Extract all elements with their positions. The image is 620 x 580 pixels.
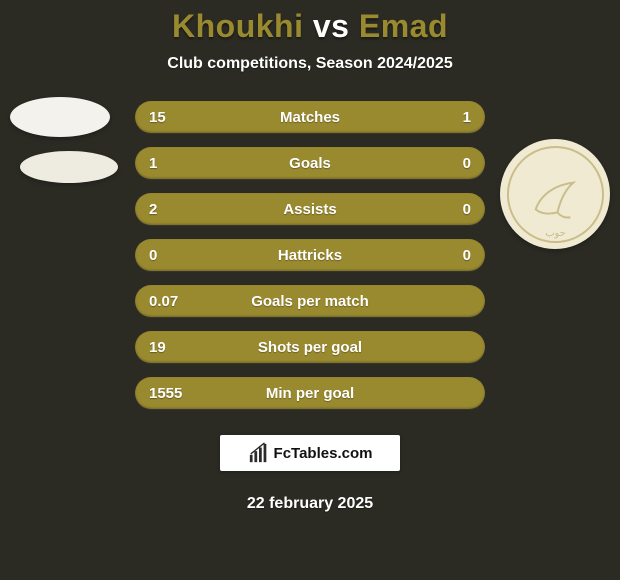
stat-row: 0.07Goals per match	[135, 285, 485, 317]
stat-value-right: 0	[463, 201, 471, 218]
stat-label: Hattricks	[135, 247, 485, 264]
stat-value-right: 1	[463, 109, 471, 126]
stat-row: 1 0Goals	[135, 147, 485, 179]
bird-icon: حوب	[506, 145, 605, 244]
stat-row: 2 0Assists	[135, 193, 485, 225]
stat-value-right: 0	[463, 247, 471, 264]
stat-label: Goals	[135, 155, 485, 172]
stat-row: 0 0Hattricks	[135, 239, 485, 271]
date-label: 22 february 2025	[247, 495, 373, 513]
watermark: FcTables.com	[220, 435, 400, 471]
stat-value-left: 0	[149, 247, 157, 264]
stat-label: Goals per match	[135, 293, 485, 310]
stat-row: 15 1Matches	[135, 101, 485, 133]
watermark-text: FcTables.com	[274, 445, 373, 462]
content-wrapper: Khoukhi vs Emad Club competitions, Seaso…	[0, 0, 620, 580]
stat-value-left: 19	[149, 339, 166, 356]
stat-label: Shots per goal	[135, 339, 485, 356]
stat-value-left: 15	[149, 109, 166, 126]
stat-row: 19Shots per goal	[135, 331, 485, 363]
title-left-name: Khoukhi	[172, 8, 303, 44]
title-vs: vs	[313, 8, 350, 44]
svg-text:حوب: حوب	[545, 228, 566, 239]
stat-value-left: 1555	[149, 385, 182, 402]
title-right-name: Emad	[359, 8, 448, 44]
stat-label: Assists	[135, 201, 485, 218]
stat-label: Matches	[135, 109, 485, 126]
subtitle: Club competitions, Season 2024/2025	[167, 55, 452, 73]
chart-bars-icon	[248, 442, 270, 464]
stat-value-left: 0.07	[149, 293, 178, 310]
stat-bars: 151Matches10Goals20Assists00Hattricks0.0…	[135, 101, 485, 409]
stat-row: 1555Min per goal	[135, 377, 485, 409]
team-badge-left-2	[20, 151, 118, 183]
stat-value-left: 2	[149, 201, 157, 218]
team-badge-right: حوب	[500, 139, 610, 249]
stats-area: حوب 151Matches10Goals20Assists00Hattrick…	[0, 101, 620, 409]
page-title: Khoukhi vs Emad	[172, 8, 448, 45]
stat-value-right: 0	[463, 155, 471, 172]
stat-label: Min per goal	[135, 385, 485, 402]
stat-value-left: 1	[149, 155, 157, 172]
team-badge-left-1	[10, 97, 110, 137]
